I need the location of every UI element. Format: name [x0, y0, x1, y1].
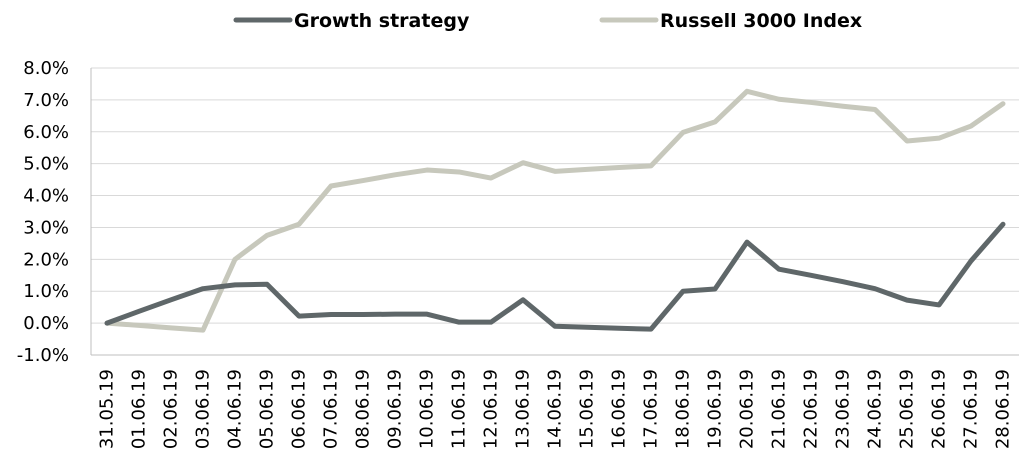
x-tick-label: 02.06.19: [161, 369, 182, 449]
y-tick-label: 0.0%: [23, 313, 69, 334]
x-tick-label: 20.06.19: [737, 369, 758, 449]
x-tick-label: 06.06.19: [289, 369, 310, 449]
x-tick-label: 23.06.19: [833, 369, 854, 449]
x-tick-label: 16.06.19: [609, 369, 630, 449]
y-tick-label: 4.0%: [23, 186, 69, 207]
y-tick-label: -1.0%: [17, 345, 69, 366]
y-tick-label: 7.0%: [23, 90, 69, 111]
y-tick-label: 6.0%: [23, 122, 69, 143]
x-tick-label: 22.06.19: [801, 369, 822, 449]
legend-label-growth-strategy: Growth strategy: [294, 10, 470, 32]
x-tick-label: 31.05.19: [97, 369, 118, 449]
x-tick-label: 11.06.19: [449, 369, 470, 449]
x-tick-label: 14.06.19: [545, 369, 566, 449]
x-tick-label: 12.06.19: [481, 369, 502, 449]
x-tick-label: 15.06.19: [577, 369, 598, 449]
legend: Growth strategy Russell 3000 Index: [233, 10, 862, 32]
series-line-russell-3000-index: [104, 88, 1006, 333]
y-tick-label: 5.0%: [23, 154, 69, 175]
x-tick-label: 04.06.19: [225, 369, 246, 449]
legend-label-russell-3000-index: Russell 3000 Index: [660, 10, 862, 32]
x-tick-label: 25.06.19: [897, 369, 918, 449]
x-tick-label: 05.06.19: [257, 369, 278, 449]
x-tick-label: 26.06.19: [929, 369, 950, 449]
y-tick-label: 2.0%: [23, 249, 69, 270]
x-tick-label: 10.06.19: [417, 369, 438, 449]
x-tick-label: 03.06.19: [193, 369, 214, 449]
legend-item-growth-strategy: Growth strategy: [233, 10, 470, 32]
y-tick-label: 8.0%: [23, 58, 69, 79]
x-tick-label: 01.06.19: [129, 369, 150, 449]
x-tick-label: 24.06.19: [865, 369, 886, 449]
x-axis: 31.05.19 01.06.19 02.06.19 03.06.19 04.06.19…: [91, 354, 1019, 449]
x-tick-label: 27.06.19: [961, 369, 982, 449]
x-tick-label: 07.06.19: [321, 369, 342, 449]
x-tick-label: 13.06.19: [513, 369, 534, 449]
x-tick-label: 28.06.19: [993, 369, 1014, 449]
y-tick-label: 1.0%: [23, 281, 69, 302]
x-tick-label: 08.06.19: [353, 369, 374, 449]
x-tick-label: 17.06.19: [641, 369, 662, 449]
legend-item-russell-3000-index: Russell 3000 Index: [599, 10, 862, 32]
plot-area: [104, 88, 1006, 333]
x-tick-label: 19.06.19: [705, 369, 726, 449]
x-tick-label: 18.06.19: [673, 369, 694, 449]
x-tick-label: 21.06.19: [769, 369, 790, 449]
y-axis: -1.0% 0.0% 1.0% 2.0% 3.0% 4.0% 5.0% 6.0% 7.0% 8.0…: [17, 58, 92, 366]
y-tick-label: 3.0%: [23, 217, 69, 238]
x-tick-label: 09.06.19: [385, 369, 406, 449]
series-line-growth-strategy: [104, 221, 1006, 332]
